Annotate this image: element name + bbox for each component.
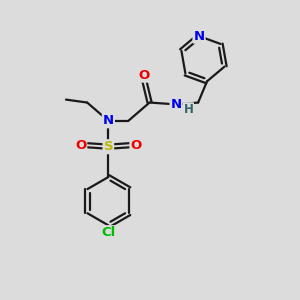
Text: H: H xyxy=(184,103,194,116)
Text: S: S xyxy=(103,140,113,153)
Text: O: O xyxy=(130,139,142,152)
Text: N: N xyxy=(194,30,205,43)
Text: O: O xyxy=(75,139,86,152)
Text: N: N xyxy=(170,98,182,110)
Text: Cl: Cl xyxy=(101,226,116,239)
Text: N: N xyxy=(103,114,114,127)
Text: O: O xyxy=(139,69,150,82)
